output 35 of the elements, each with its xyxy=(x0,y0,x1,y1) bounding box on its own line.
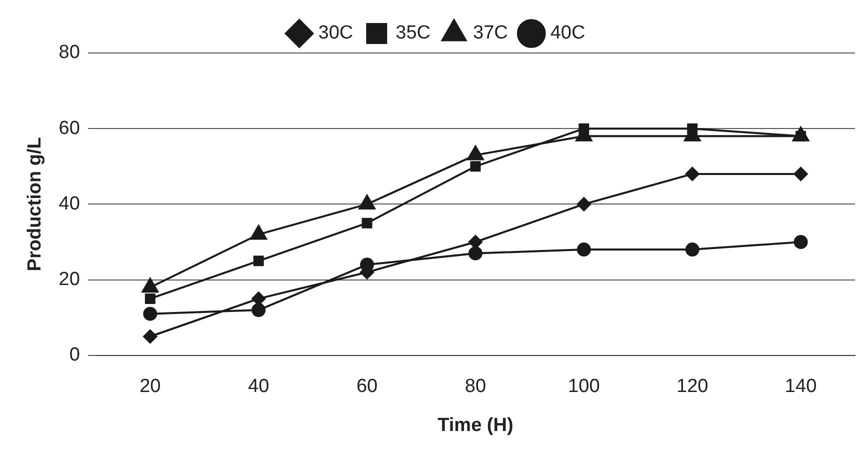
x-tick-label: 100 xyxy=(568,376,600,398)
y-tick-label: 40 xyxy=(58,193,80,214)
point xyxy=(687,123,698,134)
x-tick-label: 80 xyxy=(464,376,486,398)
point xyxy=(576,242,591,257)
y-tick-label: 60 xyxy=(58,118,80,139)
legend-label: 35C xyxy=(396,22,431,44)
point xyxy=(794,166,808,181)
legend-label: 37C xyxy=(473,22,508,44)
point xyxy=(685,166,700,181)
point xyxy=(144,293,156,304)
point xyxy=(685,242,700,257)
point xyxy=(252,303,266,318)
x-tick-label: 40 xyxy=(248,376,270,398)
y-axis-title: Production g/L xyxy=(24,136,46,272)
point xyxy=(253,256,264,266)
point xyxy=(794,235,808,249)
point xyxy=(468,246,482,260)
point xyxy=(576,197,591,212)
point xyxy=(362,218,372,228)
point xyxy=(468,235,482,249)
y-tick-label: 0 xyxy=(69,344,80,366)
x-tick-label: 60 xyxy=(356,376,378,398)
point xyxy=(470,161,481,172)
point xyxy=(578,123,590,134)
x-tick-label: 140 xyxy=(784,376,817,398)
y-tick-label: 80 xyxy=(58,42,80,64)
x-tick-label: 120 xyxy=(676,376,708,398)
x-tick-label: 20 xyxy=(140,376,161,398)
legend-label: 40C xyxy=(550,22,586,44)
point xyxy=(143,330,158,344)
legend-label: 30C xyxy=(318,22,354,44)
y-tick-label: 20 xyxy=(58,269,80,290)
x-axis-title: Time (H) xyxy=(438,414,514,436)
point xyxy=(143,306,158,321)
